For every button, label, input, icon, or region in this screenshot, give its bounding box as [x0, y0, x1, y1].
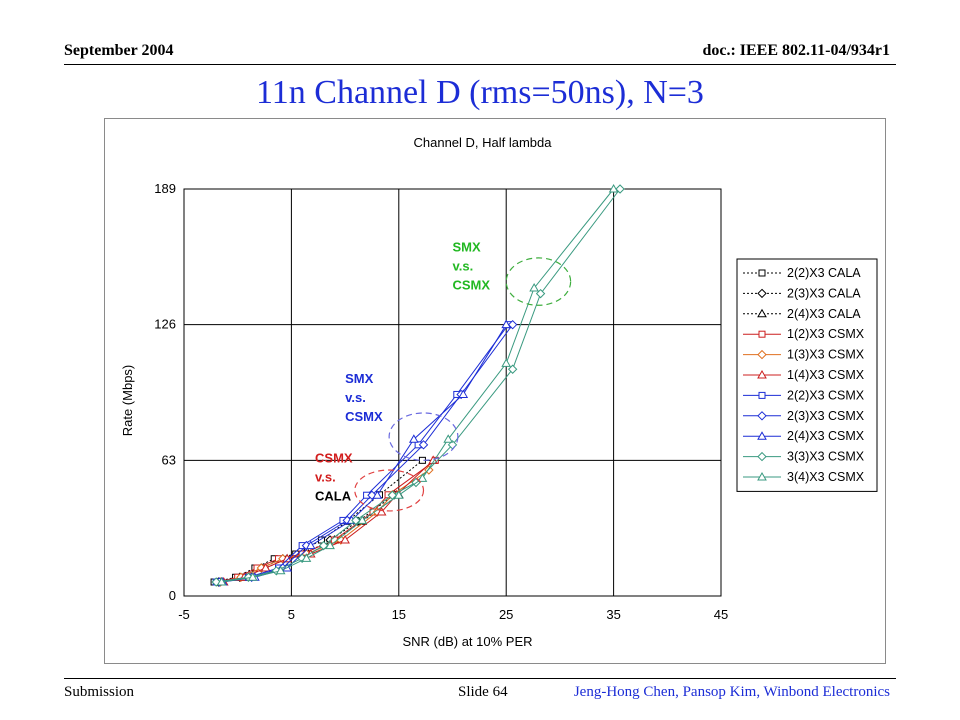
legend-label: 1(3)X3 CSMX: [787, 348, 865, 362]
data-point: [443, 434, 454, 443]
legend-item: 2(3)X3 CSMX: [743, 409, 865, 423]
y-tick-label: 63: [162, 452, 176, 467]
data-point: [529, 283, 539, 292]
data-point: [507, 364, 518, 374]
data-point: [507, 319, 518, 330]
legend-marker: [757, 411, 767, 421]
legend-label: 1(2)X3 CSMX: [787, 327, 865, 341]
legend-item: 2(4)X3 CSMX: [743, 429, 865, 443]
series-10: [216, 183, 619, 586]
legend-label: 2(2)X3 CSMX: [787, 388, 865, 402]
legend-item: 1(4)X3 CSMX: [743, 368, 865, 382]
data-point: [608, 183, 619, 193]
legend-item: 1(2)X3 CSMX: [743, 327, 865, 341]
data-point: [408, 434, 419, 443]
data-point: [247, 572, 258, 581]
data-point: [417, 473, 428, 482]
legend-marker: [758, 391, 766, 399]
y-tick-label: 126: [154, 317, 176, 332]
legend-marker: [757, 431, 767, 440]
plot-area: [183, 188, 722, 597]
chart: Channel D, Half lambda -5 5 15 25 35 45 0 63 126 1…: [120, 135, 878, 649]
footer-submission: Submission: [64, 684, 135, 700]
legend-item: 2(2)X3 CALA: [743, 266, 861, 280]
legend-marker: [757, 308, 767, 318]
annotation-text: v.s.: [315, 469, 336, 484]
series-line: [221, 188, 614, 583]
data-point: [305, 540, 316, 550]
annotation-text: SMX: [453, 239, 482, 254]
chart-frame: Channel D, Half lambda -5 5 15 25 35 45 0 63 126 1…: [104, 118, 886, 664]
legend-label: 3(4)X3 CSMX: [787, 470, 865, 484]
annotation-text: v.s.: [453, 258, 474, 273]
x-tick-label: 15: [392, 607, 406, 622]
footer-rule: [64, 678, 896, 679]
x-axis-label: SNR (dB) at 10% PER: [402, 634, 532, 649]
data-point: [458, 389, 469, 398]
legend-label: 1(4)X3 CSMX: [787, 368, 865, 382]
legend-label: 2(4)X3 CALA: [787, 307, 861, 321]
data-point: [535, 288, 546, 299]
legend-marker: [757, 471, 767, 481]
data-point: [216, 576, 227, 586]
footer-slide-number: Slide 64: [458, 684, 508, 700]
x-tick-label: 35: [606, 607, 620, 622]
legend-marker: [758, 330, 766, 338]
slide-title: 11n Channel D (rms=50ns), N=3: [256, 74, 704, 111]
data-point: [260, 562, 271, 572]
legend-item: 2(3)X3 CALA: [743, 286, 861, 300]
header-rule: [64, 64, 896, 65]
data-point: [372, 490, 383, 499]
x-tick-label: 25: [499, 607, 513, 622]
annotation-text: CSMX: [315, 450, 353, 465]
y-tick-label: 189: [154, 181, 176, 196]
header-date: September 2004: [64, 42, 174, 59]
chart-title: Channel D, Half lambda: [413, 135, 552, 150]
annotation-circle: [388, 412, 459, 461]
data-point: [357, 515, 368, 524]
header-doc-id: doc.: IEEE 802.11-04/934r1: [702, 42, 890, 59]
legend-item: 2(4)X3 CALA: [743, 307, 861, 321]
data-point: [501, 358, 512, 367]
data-point: [501, 319, 512, 329]
annotation-text: CSMX: [345, 409, 383, 424]
legend-item: 3(4)X3 CSMX: [743, 470, 865, 484]
legend-marker: [757, 451, 767, 462]
legend-item: 2(2)X3 CSMX: [743, 388, 865, 402]
annotation-text: CALA: [315, 488, 352, 503]
legend-label: 2(3)X3 CSMX: [787, 409, 865, 423]
data-point: [393, 490, 404, 499]
annotation-circle: [354, 469, 425, 512]
x-tick-label: 5: [288, 607, 295, 622]
legend-label: 2(3)X3 CALA: [787, 286, 861, 300]
y-tick-label: 0: [169, 588, 176, 603]
legend-marker: [757, 288, 767, 299]
series-9: [211, 184, 625, 587]
legend-marker: [758, 269, 766, 277]
legend-item: 1(3)X3 CSMX: [743, 348, 865, 362]
data-point: [418, 440, 429, 450]
legend-label: 2(2)X3 CALA: [787, 266, 861, 280]
data-point: [351, 515, 361, 526]
legend-marker: [757, 349, 767, 360]
data-point: [615, 184, 625, 194]
annotation-text: SMX: [345, 371, 374, 386]
annotation-text: v.s.: [345, 390, 366, 405]
legend-item: 3(3)X3 CSMX: [743, 450, 865, 464]
x-tick-label: 45: [714, 607, 728, 622]
legend-marker: [757, 369, 767, 379]
data-point: [275, 565, 286, 575]
legend-label: 2(4)X3 CSMX: [787, 429, 865, 443]
legend-label: 3(3)X3 CSMX: [787, 450, 865, 464]
y-axis-label: Rate (Mbps): [120, 365, 135, 437]
data-point: [340, 535, 350, 544]
data-point: [376, 507, 387, 516]
data-point: [325, 540, 335, 550]
x-tick-label: -5: [178, 607, 190, 622]
footer-authors: Jeng-Hong Chen, Pansop Kim, Winbond Elec…: [573, 684, 890, 700]
data-point: [317, 536, 325, 544]
data-point: [301, 553, 312, 562]
series-line: [216, 188, 621, 583]
annotation-text: CSMX: [453, 277, 491, 292]
